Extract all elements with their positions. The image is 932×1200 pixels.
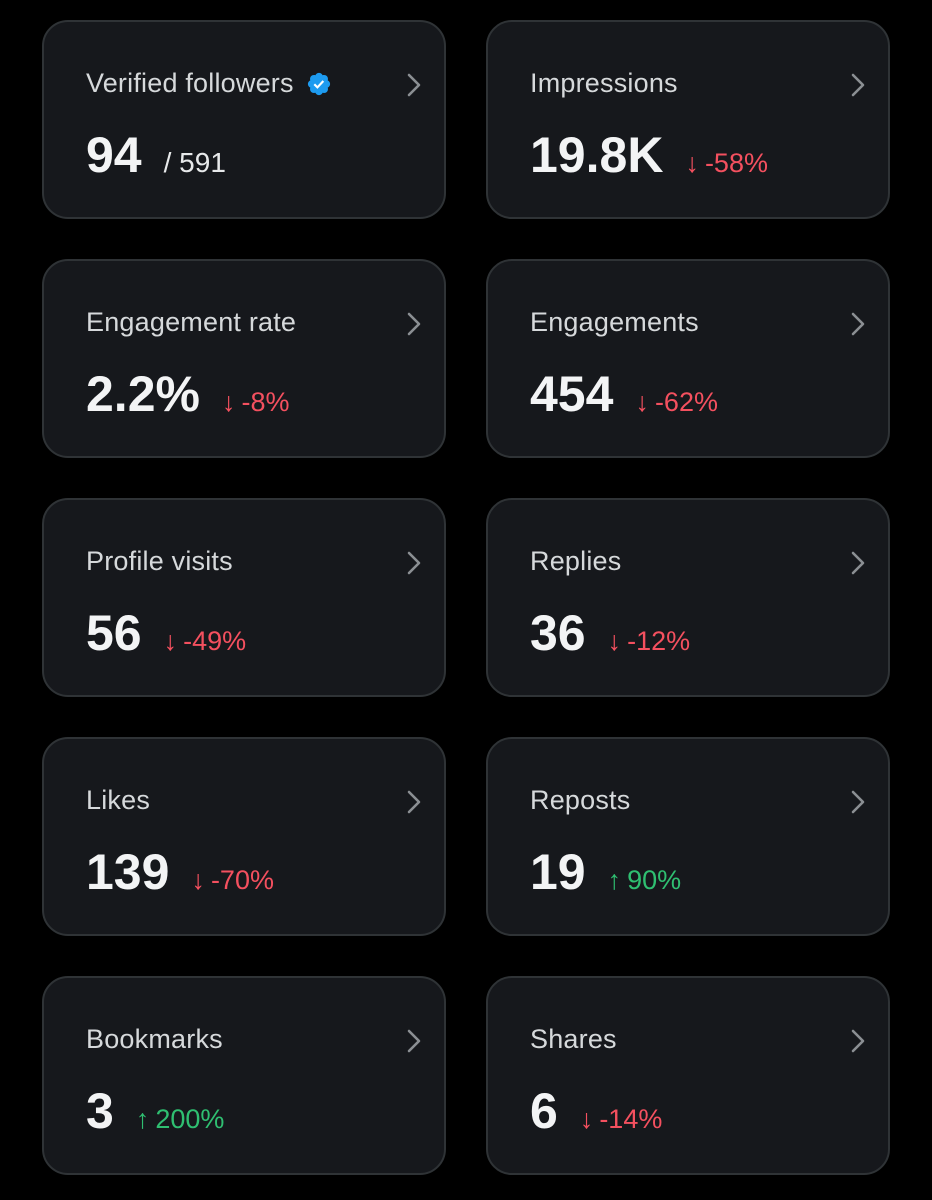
- shares-card[interactable]: Shares 6 ↓ -14%: [486, 976, 890, 1175]
- engagements-value: 454: [530, 366, 614, 422]
- chevron-right-icon[interactable]: [848, 548, 868, 578]
- value-row: 2.2% ↓ -8%: [86, 369, 289, 419]
- change-value: -12%: [627, 626, 691, 656]
- value-row: 19 ↑ 90%: [530, 847, 681, 897]
- card-title: Engagement rate: [86, 307, 296, 338]
- value-row: 454 ↓ -62%: [530, 369, 718, 419]
- bookmarks-change: ↑ 200%: [136, 1104, 225, 1135]
- shares-value: 6: [530, 1083, 558, 1139]
- change-value: 90%: [627, 865, 682, 895]
- chevron-right-icon[interactable]: [404, 70, 424, 100]
- chevron-right-icon[interactable]: [404, 309, 424, 339]
- arrow-up-icon: ↑: [135, 1104, 150, 1134]
- chevron-right-icon[interactable]: [848, 1026, 868, 1056]
- verified-badge-icon: [307, 72, 330, 95]
- change-value: -58%: [704, 148, 768, 178]
- chevron-right-icon[interactable]: [848, 309, 868, 339]
- chevron-right-icon[interactable]: [404, 787, 424, 817]
- reposts-title: Reposts: [530, 785, 631, 815]
- value-row: 94 / 591: [86, 130, 226, 180]
- engagements-change: ↓ -62%: [635, 387, 718, 418]
- card-title: Impressions: [530, 68, 678, 99]
- profile-visits-value: 56: [86, 605, 142, 661]
- verified-followers-card[interactable]: Verified followers 94 / 591: [42, 20, 446, 219]
- replies-card[interactable]: Replies 36 ↓ -12%: [486, 498, 890, 697]
- value-row: 56 ↓ -49%: [86, 608, 246, 658]
- change-value: -14%: [599, 1104, 663, 1134]
- card-title: Engagements: [530, 307, 699, 338]
- card-title: Profile visits: [86, 546, 233, 577]
- bookmarks-value: 3: [86, 1083, 114, 1139]
- arrow-down-icon: ↓: [685, 148, 699, 178]
- engagement-rate-value: 2.2%: [86, 366, 200, 422]
- total-followers-value: / 591: [163, 147, 226, 178]
- value-row: 19.8K ↓ -58%: [530, 130, 768, 180]
- replies-value: 36: [530, 605, 586, 661]
- impressions-value: 19.8K: [530, 127, 664, 183]
- likes-title: Likes: [86, 785, 151, 815]
- impressions-title: Impressions: [530, 68, 678, 98]
- impressions-change: ↓ -58%: [685, 148, 768, 179]
- shares-change: ↓ -14%: [580, 1104, 663, 1135]
- metrics-grid: Verified followers 94 / 591 Impressions …: [42, 20, 890, 1175]
- shares-title: Shares: [530, 1024, 617, 1054]
- chevron-right-icon[interactable]: [404, 548, 424, 578]
- value-row: 3 ↑ 200%: [86, 1086, 224, 1136]
- bookmarks-title: Bookmarks: [86, 1024, 223, 1054]
- arrow-down-icon: ↓: [635, 387, 649, 417]
- reposts-value: 19: [530, 844, 586, 900]
- change-value: -62%: [654, 387, 718, 417]
- profile-visits-title: Profile visits: [86, 546, 233, 576]
- profile-visits-change: ↓ -49%: [164, 626, 247, 657]
- replies-change: ↓ -12%: [608, 626, 691, 657]
- card-title: Bookmarks: [86, 1024, 223, 1055]
- likes-card[interactable]: Likes 139 ↓ -70%: [42, 737, 446, 936]
- arrow-down-icon: ↓: [607, 626, 622, 656]
- impressions-card[interactable]: Impressions 19.8K ↓ -58%: [486, 20, 890, 219]
- likes-value: 139: [86, 844, 170, 900]
- bookmarks-card[interactable]: Bookmarks 3 ↑ 200%: [42, 976, 446, 1175]
- card-title: Replies: [530, 546, 621, 577]
- arrow-down-icon: ↓: [163, 626, 178, 656]
- card-title: Verified followers: [86, 68, 332, 99]
- change-value: 200%: [155, 1104, 225, 1134]
- reposts-change: ↑ 90%: [608, 865, 682, 896]
- value-row: 139 ↓ -70%: [86, 847, 274, 897]
- verified-followers-value: 94: [86, 127, 142, 183]
- arrow-down-icon: ↓: [191, 865, 205, 895]
- reposts-card[interactable]: Reposts 19 ↑ 90%: [486, 737, 890, 936]
- value-row: 6 ↓ -14%: [530, 1086, 662, 1136]
- engagements-title: Engagements: [530, 307, 699, 337]
- chevron-right-icon[interactable]: [848, 787, 868, 817]
- change-value: -49%: [183, 626, 247, 656]
- card-title: Likes: [86, 785, 150, 816]
- engagement-rate-card[interactable]: Engagement rate 2.2% ↓ -8%: [42, 259, 446, 458]
- engagement-rate-title: Engagement rate: [86, 307, 297, 337]
- arrow-down-icon: ↓: [221, 387, 236, 417]
- chevron-right-icon[interactable]: [404, 1026, 424, 1056]
- value-row: 36 ↓ -12%: [530, 608, 690, 658]
- engagements-card[interactable]: Engagements 454 ↓ -62%: [486, 259, 890, 458]
- change-value: -70%: [210, 865, 274, 895]
- card-title: Shares: [530, 1024, 617, 1055]
- verified-followers-title: Verified followers: [86, 68, 294, 98]
- card-title: Reposts: [530, 785, 630, 816]
- likes-change: ↓ -70%: [191, 865, 274, 896]
- engagement-rate-change: ↓ -8%: [222, 387, 290, 418]
- arrow-up-icon: ↑: [607, 865, 622, 895]
- change-value: -8%: [241, 387, 290, 417]
- arrow-down-icon: ↓: [579, 1104, 594, 1134]
- chevron-right-icon[interactable]: [848, 70, 868, 100]
- replies-title: Replies: [530, 546, 622, 576]
- profile-visits-card[interactable]: Profile visits 56 ↓ -49%: [42, 498, 446, 697]
